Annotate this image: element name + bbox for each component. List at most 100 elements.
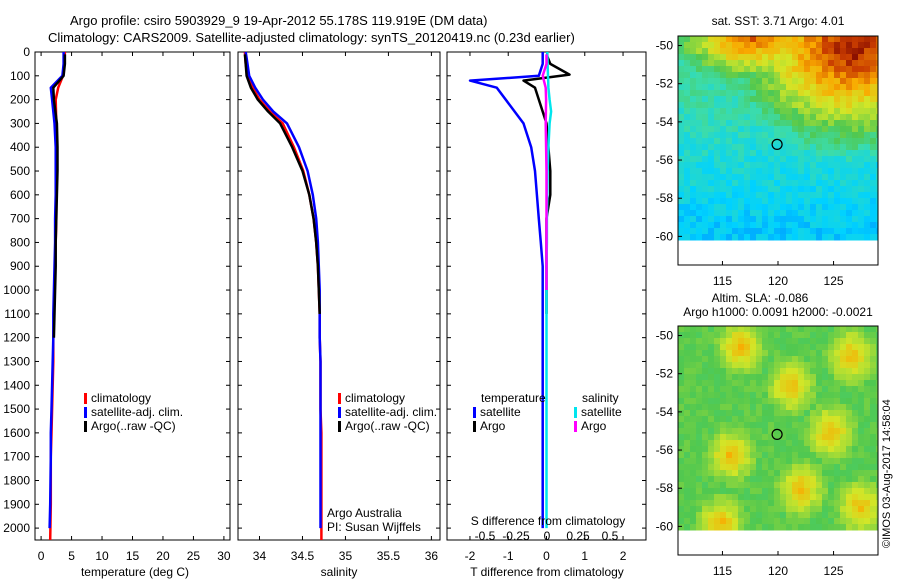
heatmap-cell: [804, 464, 811, 471]
heatmap-cell: [732, 362, 739, 369]
heatmap-cell: [768, 216, 775, 223]
heatmap-cell: [678, 338, 685, 345]
heatmap-cell: [762, 222, 769, 229]
heatmap-cell: [870, 500, 877, 507]
heatmap-cell: [876, 428, 878, 435]
heatmap-cell: [696, 192, 703, 199]
heatmap-cell: [792, 192, 799, 199]
heatmap-cell: [804, 228, 811, 235]
heatmap-cell: [720, 476, 727, 483]
heatmap-cell: [750, 216, 757, 223]
heatmap-cell: [762, 144, 769, 151]
heatmap-cell: [696, 186, 703, 193]
heatmap-cell: [828, 512, 835, 519]
heatmap-cell: [756, 78, 763, 85]
heatmap-cell: [810, 192, 817, 199]
heatmap-cell: [810, 392, 817, 399]
heatmap-cell: [864, 36, 871, 43]
heatmap-cell: [846, 168, 853, 175]
heatmap-cell: [762, 102, 769, 109]
heatmap-cell: [822, 458, 829, 465]
heatmap-cell: [726, 168, 733, 175]
heatmap-cell: [738, 120, 745, 127]
heatmap-cell: [726, 42, 733, 49]
heatmap-cell: [828, 482, 835, 489]
heatmap-cell: [726, 344, 733, 351]
heatmap-cell: [774, 524, 781, 531]
heatmap-cell: [768, 344, 775, 351]
heatmap-cell: [690, 344, 697, 351]
heatmap-cell: [798, 102, 805, 109]
heatmap-cell: [738, 150, 745, 157]
heatmap-cell: [846, 210, 853, 217]
heatmap-cell: [744, 156, 751, 163]
heatmap-cell: [726, 476, 733, 483]
heatmap-cell: [798, 144, 805, 151]
heatmap-cell: [750, 434, 757, 441]
heatmap-cell: [714, 344, 721, 351]
heatmap-cell: [780, 60, 787, 67]
heatmap-cell: [678, 216, 685, 223]
depth-tick-label: 100: [10, 69, 30, 83]
heatmap-cell: [756, 168, 763, 175]
heatmap-cell: [834, 42, 841, 49]
heatmap-cell: [678, 90, 685, 97]
heatmap-cell: [726, 90, 733, 97]
map-lat-label: -60: [656, 229, 674, 243]
heatmap-cell: [720, 174, 727, 181]
salinity-series: [243, 51, 323, 540]
heatmap-cell: [858, 108, 865, 115]
heatmap-cell: [690, 198, 697, 205]
depth-tick-label: 700: [10, 212, 30, 226]
heatmap-cell: [774, 398, 781, 405]
heatmap-cell: [822, 78, 829, 85]
heatmap-cell: [822, 464, 829, 471]
heatmap-cell: [768, 482, 775, 489]
heatmap-cell: [696, 198, 703, 205]
heatmap-cell: [762, 90, 769, 97]
heatmap-cell: [702, 66, 709, 73]
heatmap-cell: [678, 186, 685, 193]
heatmap-cell: [744, 392, 751, 399]
heatmap-cell: [732, 120, 739, 127]
heatmap-cell: [696, 78, 703, 85]
map-lon-label: 125: [824, 564, 844, 578]
heatmap-cell: [852, 78, 859, 85]
heatmap-cell: [846, 216, 853, 223]
heatmap-cell: [726, 374, 733, 381]
legend-label: Argo: [480, 419, 506, 433]
legend-swatch: [84, 393, 87, 404]
heatmap-cell: [864, 518, 871, 525]
heatmap-cell: [768, 36, 775, 43]
x-tick-label: 34.5: [291, 549, 315, 563]
map-lon-label: 120: [768, 274, 788, 288]
heatmap-cell: [684, 228, 691, 235]
heatmap-cell: [714, 96, 721, 103]
heatmap-cell: [864, 410, 871, 417]
s-diff-tick-label: 0.25: [566, 529, 590, 543]
heatmap-cell: [714, 440, 721, 447]
heatmap-cell: [822, 174, 829, 181]
map-lat-label: -54: [656, 115, 674, 129]
heatmap-cell: [714, 350, 721, 357]
heatmap-cell: [792, 380, 799, 387]
heatmap-cell: [678, 156, 685, 163]
heatmap-cell: [810, 326, 817, 333]
heatmap-cell: [684, 410, 691, 417]
heatmap-cell: [708, 452, 715, 459]
heatmap-cell: [678, 482, 685, 489]
heatmap-cell: [780, 338, 787, 345]
heatmap-cell: [876, 476, 878, 483]
heatmap-cell: [852, 174, 859, 181]
heatmap-cell: [714, 162, 721, 169]
heatmap-cell: [834, 126, 841, 133]
heatmap-cell: [774, 356, 781, 363]
heatmap-cell: [744, 120, 751, 127]
heatmap-cell: [786, 464, 793, 471]
heatmap-cell: [726, 156, 733, 163]
heatmap-cell: [726, 494, 733, 501]
heatmap-cell: [738, 470, 745, 477]
heatmap-cell: [864, 476, 871, 483]
heatmap-cell: [732, 162, 739, 169]
s-difference-x-axis: -0.5 -0.25 0 0.25 0.5: [475, 529, 619, 543]
